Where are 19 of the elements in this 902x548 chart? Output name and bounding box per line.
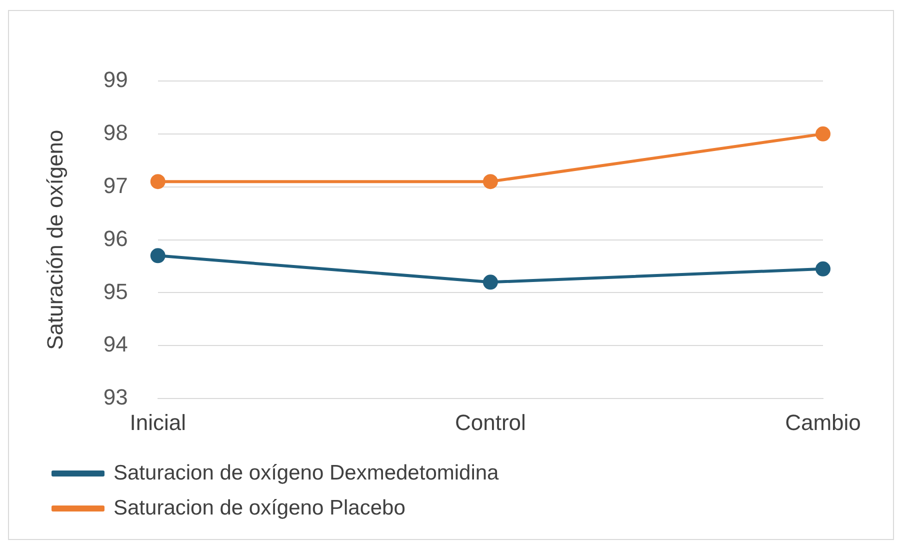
y-tick-label: 99 [103,67,128,92]
point [482,174,498,190]
legend-label: Saturacion de oxígeno Placebo [114,496,406,520]
y-tick-label: 94 [103,332,128,357]
point [150,174,166,190]
y-tick-label: 96 [103,226,128,251]
y-tick-label: 97 [103,172,128,198]
point [150,248,166,264]
y-axis-title: Saturación de oxígeno [42,130,68,350]
y-tick-label: 93 [103,384,128,410]
point [816,126,830,142]
point [816,261,830,276]
y-tick-label: 95 [103,278,128,304]
x-tick-label: Control [454,410,526,435]
point [482,274,498,290]
y-tick-label: 98 [103,120,128,145]
x-tick-label: Inicial [130,410,186,435]
legend-label: Saturacion de oxígeno Dexmedetomidina [114,461,500,484]
x-tick-label: Cambio [785,410,861,435]
